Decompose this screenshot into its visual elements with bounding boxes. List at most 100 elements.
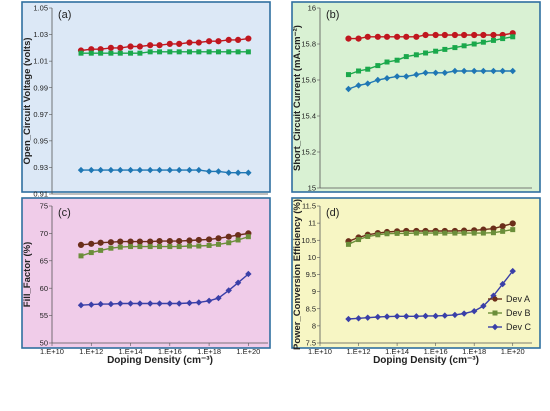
data-point xyxy=(117,50,123,56)
y-tick-label: 15.4 xyxy=(301,112,316,121)
data-point xyxy=(156,42,163,49)
data-point xyxy=(176,237,183,245)
data-point xyxy=(375,63,381,69)
data-point xyxy=(394,57,400,63)
data-point xyxy=(374,76,382,84)
panel-c: 50 55 60 65 70 75 1.E+10 1.E+12 1.E+14 1.E+16 1.E+… xyxy=(21,197,271,366)
data-point xyxy=(166,300,174,307)
data-point xyxy=(422,312,429,320)
y-axis-label: Open_Circuit Voltage (volts) xyxy=(22,37,33,164)
legend-marker xyxy=(492,296,498,302)
data-point xyxy=(365,233,371,239)
data-point xyxy=(98,247,104,253)
data-point xyxy=(215,49,221,55)
data-point xyxy=(432,69,439,76)
data-point xyxy=(403,230,409,236)
data-point xyxy=(167,244,173,250)
data-point xyxy=(471,41,477,47)
data-point xyxy=(451,67,459,75)
series-dev-c xyxy=(77,166,252,176)
data-point xyxy=(403,54,409,60)
y-tick-label: 75 xyxy=(40,202,48,211)
x-tick-label: 1.E+18 xyxy=(462,347,486,356)
data-point xyxy=(147,42,154,49)
data-point xyxy=(77,166,85,174)
data-point xyxy=(441,31,448,39)
data-point xyxy=(393,73,401,80)
data-point xyxy=(88,166,95,174)
y-tick-label: 10.5 xyxy=(301,236,316,245)
data-point xyxy=(432,312,439,320)
y-tick-label: 0.95 xyxy=(33,136,48,145)
data-point xyxy=(383,75,391,82)
data-point xyxy=(127,166,134,174)
data-point xyxy=(364,314,371,321)
data-point xyxy=(500,228,506,234)
data-point xyxy=(225,169,232,176)
data-point xyxy=(245,169,252,176)
data-point xyxy=(460,67,468,75)
y-tick-label: 1.03 xyxy=(33,30,48,39)
data-point xyxy=(423,50,429,56)
panel-frame xyxy=(291,1,541,193)
data-point xyxy=(441,69,449,76)
data-point xyxy=(245,49,251,55)
data-point xyxy=(442,230,448,236)
data-point xyxy=(88,240,95,247)
data-point xyxy=(195,299,203,306)
series-dev-b xyxy=(345,227,516,247)
data-point xyxy=(441,312,449,319)
data-point xyxy=(480,230,486,236)
data-point xyxy=(355,82,362,89)
panel-frame xyxy=(291,197,541,349)
y-tick-label: 55 xyxy=(40,311,48,320)
data-point xyxy=(215,241,221,247)
data-point xyxy=(480,67,487,75)
data-point xyxy=(147,244,153,250)
data-point xyxy=(235,237,241,243)
data-point xyxy=(136,238,144,245)
data-point xyxy=(206,49,212,55)
x-tick-label: 1.E+14 xyxy=(119,347,143,356)
data-point xyxy=(88,50,94,56)
data-point xyxy=(461,230,467,236)
x-axis-label: Doping Density (cm⁻³) xyxy=(373,355,479,366)
data-point xyxy=(413,71,420,78)
data-point xyxy=(78,50,84,56)
data-point xyxy=(509,220,516,227)
data-point xyxy=(452,45,458,51)
data-point xyxy=(393,313,401,320)
data-point xyxy=(77,241,85,249)
data-point xyxy=(510,227,516,233)
x-tick-label: 1.E+16 xyxy=(424,347,448,356)
y-tick-label: 0.93 xyxy=(33,163,48,172)
data-point xyxy=(175,166,183,174)
data-point xyxy=(166,237,173,245)
data-point xyxy=(365,66,371,72)
data-point xyxy=(442,46,448,52)
data-point xyxy=(157,49,163,55)
legend: Dev A Dev B Dev C xyxy=(488,294,532,332)
data-point xyxy=(205,38,213,45)
data-point xyxy=(423,230,429,236)
panel-b: 15 15.2 15.4 15.6 15.8 16 (b) Short_Circuit Cur… xyxy=(291,1,541,193)
x-tick-label: 1.E+20 xyxy=(501,347,525,356)
y-tick-label: 60 xyxy=(40,284,48,293)
data-point xyxy=(383,33,391,40)
y-tick-label: 0.99 xyxy=(33,83,48,92)
panel-frame xyxy=(21,197,271,349)
data-point xyxy=(195,39,202,46)
data-point xyxy=(510,34,516,40)
y-tick-label: 15.6 xyxy=(301,76,316,85)
y-tick-label: 15 xyxy=(308,184,316,193)
y-tick-label: 0.91 xyxy=(33,190,48,199)
data-point xyxy=(394,230,400,236)
data-point xyxy=(117,244,123,250)
data-point xyxy=(393,33,401,40)
legend-marker xyxy=(492,310,498,316)
data-point xyxy=(226,240,232,246)
y-tick-label: 11 xyxy=(308,219,316,228)
y-tick-label: 15.2 xyxy=(301,148,316,157)
y-tick-label: 9.5 xyxy=(306,270,316,279)
data-point xyxy=(452,230,458,236)
